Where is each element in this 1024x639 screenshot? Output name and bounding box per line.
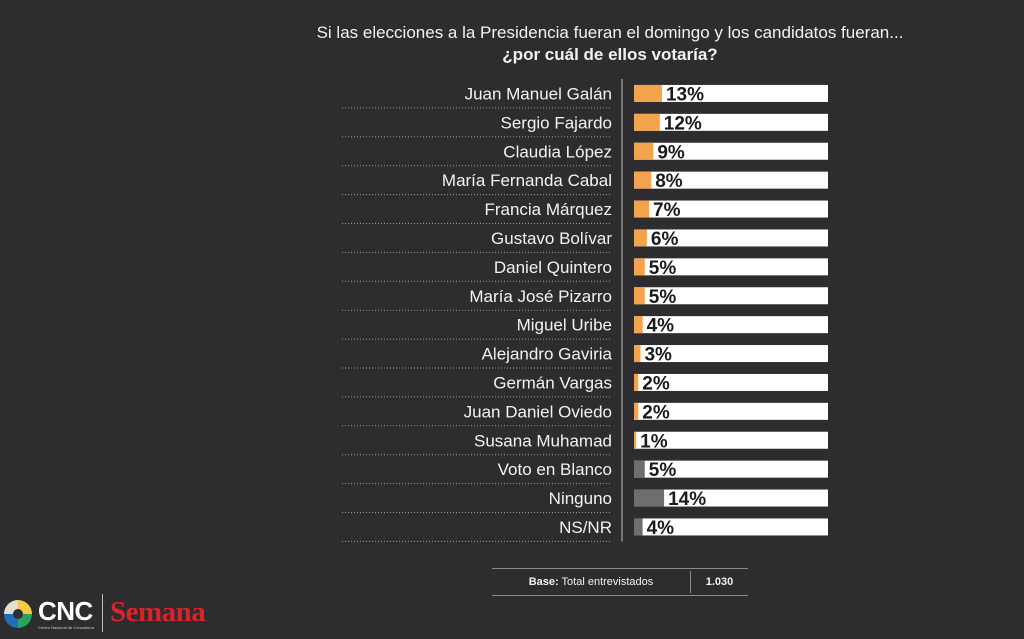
category-label: Ninguno — [549, 489, 612, 508]
category-label: Miguel Uribe — [517, 316, 612, 335]
category-label: Daniel Quintero — [494, 258, 612, 277]
data-label: 2% — [642, 402, 670, 423]
bar-track — [634, 316, 828, 334]
bar-track — [634, 518, 828, 536]
bar — [634, 84, 662, 102]
data-label: 9% — [657, 142, 685, 163]
bar-track — [634, 171, 828, 189]
bar-track — [634, 373, 828, 391]
bar-track — [634, 229, 828, 247]
bar — [634, 518, 643, 536]
logo-separator — [102, 594, 103, 632]
bar — [634, 113, 660, 131]
base-label-bold: Base: — [528, 576, 559, 588]
data-label: 13% — [666, 84, 704, 105]
bar-track — [634, 460, 828, 478]
bar-track — [634, 142, 828, 160]
bar — [634, 287, 645, 305]
category-label: Alejandro Gaviria — [482, 345, 613, 364]
bar — [634, 200, 650, 218]
category-label: Germán Vargas — [493, 373, 612, 392]
data-label: 8% — [655, 171, 683, 192]
bar-track — [634, 287, 828, 305]
bar-track — [634, 84, 828, 102]
bar-track — [634, 402, 828, 420]
category-label: Voto en Blanco — [498, 460, 612, 479]
bar — [634, 373, 639, 391]
bar — [634, 142, 654, 160]
category-label: Francia Márquez — [484, 200, 612, 219]
bar-track — [634, 113, 828, 131]
data-label: 5% — [649, 287, 677, 308]
category-label: Claudia López — [503, 142, 612, 161]
category-label: NS/NR — [559, 518, 612, 537]
chart-title: Si las elecciones a la Presidencia fuera… — [250, 22, 970, 66]
data-label: 1% — [640, 431, 668, 452]
category-label: Gustavo Bolívar — [491, 229, 612, 248]
data-label: 4% — [647, 316, 675, 337]
data-label: 7% — [653, 200, 681, 221]
title-question: ¿por cuál de ellos votaría? — [502, 45, 718, 64]
cnc-logo-icon — [4, 600, 32, 628]
bar-track — [634, 345, 828, 363]
bar-chart: Juan Manuel Galán 13% Sergio Fajardo 12% Cla… — [342, 79, 828, 542]
category-label: María José Pizarro — [469, 287, 612, 306]
bar-track — [634, 200, 828, 218]
cnc-logo-subtitle: Centro Nacional de Consultoría — [38, 625, 94, 630]
base-box: Base: Total entrevistados 1.030 — [492, 568, 748, 596]
semana-logo: Semana — [110, 596, 206, 628]
bar — [634, 258, 645, 276]
bar — [634, 229, 647, 247]
category-label: Susana Muhamad — [474, 431, 612, 450]
data-label: 12% — [664, 113, 702, 134]
data-label: 4% — [647, 518, 675, 539]
bar — [634, 171, 652, 189]
bar — [634, 460, 645, 478]
base-label-text: Total entrevistados — [561, 576, 654, 588]
bar-track — [634, 489, 828, 507]
bar-track — [634, 258, 828, 276]
cnc-logo-text: CNC — [38, 596, 93, 626]
title-line1: Si las elecciones a la Presidencia fuera… — [316, 23, 904, 42]
bar — [634, 402, 639, 420]
base-value: 1.030 — [705, 576, 734, 588]
data-label: 6% — [651, 229, 679, 250]
data-label: 2% — [642, 373, 670, 394]
category-label: Juan Daniel Oviedo — [464, 402, 612, 421]
base-label: Base: Total entrevistados — [492, 571, 691, 593]
bar — [634, 316, 643, 334]
footer-logos: CNC Centro Nacional de Consultoría Seman… — [0, 588, 260, 639]
category-label: Sergio Fajardo — [500, 113, 612, 132]
data-label: 5% — [649, 258, 677, 279]
bar-track — [634, 431, 828, 449]
bar — [634, 345, 641, 363]
data-label: 3% — [644, 345, 672, 366]
data-label: 5% — [649, 460, 677, 481]
category-label: Juan Manuel Galán — [465, 84, 612, 103]
bar — [634, 431, 637, 449]
data-label: 14% — [668, 489, 706, 510]
category-label: María Fernanda Cabal — [442, 171, 612, 190]
bar — [634, 489, 665, 507]
